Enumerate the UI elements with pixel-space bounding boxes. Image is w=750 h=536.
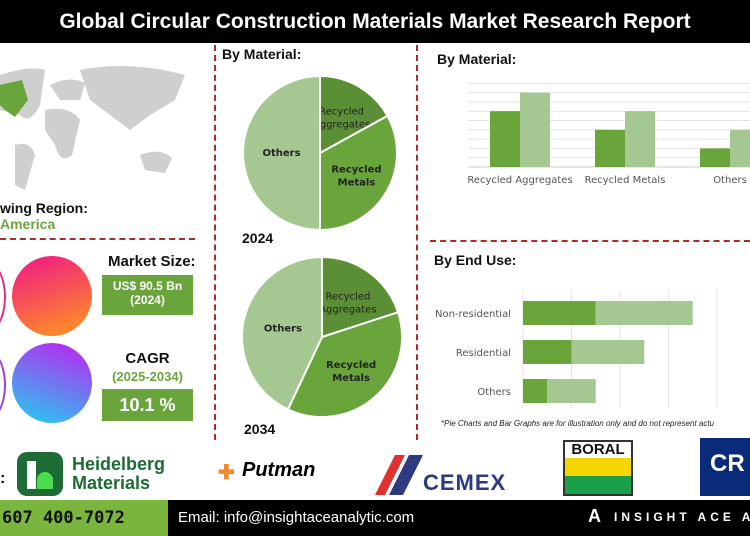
cemex-stripes-icon (375, 455, 423, 495)
divider (430, 240, 750, 242)
material-bar-chart: Recycled Aggregates Recycled Metals Others (467, 82, 750, 186)
insightace-logo-icon: A (588, 506, 601, 526)
bar (625, 111, 655, 167)
pie-caption-2024: 2024 (242, 230, 274, 246)
bar (520, 92, 550, 167)
decor-circle (0, 262, 6, 332)
cagr-value: 10.1 % (102, 389, 193, 421)
pie-caption-2034: 2034 (244, 421, 276, 437)
cagr-period: (2025-2034) (112, 369, 183, 384)
market-size-value: US$ 90.5 Bn (112, 279, 183, 293)
bar (523, 301, 596, 325)
bar (595, 129, 625, 167)
pie-slice (319, 114, 398, 232)
market-size-icon (12, 256, 92, 336)
bar-title: By Material: (437, 51, 517, 67)
divider (416, 45, 418, 440)
bar (523, 340, 572, 364)
pie-slice (242, 74, 321, 232)
x-tick-label: Others (713, 175, 747, 186)
pie-slice (286, 311, 403, 418)
phone-number[interactable]: 607 400-7072 (0, 500, 168, 536)
market-size-label: Market Size: (108, 253, 196, 270)
divider (0, 238, 195, 240)
report-title: Global Circular Construction Materials M… (0, 0, 750, 43)
disclaimer-note: *Pie Charts and Bar Graphs are for illus… (441, 419, 715, 428)
cagr-icon (12, 343, 92, 423)
region-label: wing Region: (0, 200, 88, 216)
x-tick-label: Recycled Metals (585, 175, 666, 186)
enduse-title: By End Use: (434, 252, 517, 268)
pie-label: Recycled Aggregates (319, 291, 376, 315)
pie-slice (241, 255, 323, 411)
divider (214, 45, 216, 440)
boral-text: BORAL (565, 442, 631, 458)
decor-circle (0, 350, 6, 420)
pie-label: Recycled Metals (326, 360, 376, 384)
pie-title: By Material: (222, 46, 302, 62)
bar (730, 129, 750, 167)
pie-label: Others (264, 323, 302, 334)
boral-logo: BORAL (563, 440, 633, 496)
market-size-box: US$ 90.5 Bn (2024) (102, 275, 193, 315)
logos-separator: : (0, 470, 6, 487)
pie-slice (321, 255, 400, 339)
heidelberg-logo: Heidelberg Materials (72, 455, 165, 493)
putman-icon: ✚ (218, 462, 235, 484)
cagr-label: CAGR (125, 350, 170, 367)
heidelberg-logo-icon (17, 452, 63, 496)
enduse-bar-chart: Non-residential Residential Others (435, 290, 718, 408)
email-link[interactable]: Email: info@insightaceanalytic.com (178, 509, 415, 526)
bar (547, 379, 596, 403)
footer-bar: Email: info@insightaceanalytic.com A INS… (168, 500, 750, 536)
market-size-year: (2024) (130, 293, 165, 307)
materials-text: Materials (72, 473, 151, 493)
putman-logo: Putman (242, 459, 316, 481)
insightace-brand: INSIGHT ACE A (614, 510, 750, 524)
bar (490, 111, 520, 167)
x-tick-label: Recycled Aggregates (467, 175, 572, 186)
y-tick-label: Residential (456, 348, 511, 359)
heidelberg-text: Heidelberg (72, 454, 166, 474)
bar (595, 301, 693, 325)
cemex-logo: CEMEX (423, 470, 507, 495)
pie-label: Recycled Aggregates (313, 107, 370, 131)
pie-label: Others (262, 148, 300, 159)
world-map (0, 66, 185, 190)
region-value: America (0, 216, 56, 232)
bar (700, 148, 730, 167)
pie-slice (319, 74, 389, 155)
bar (571, 340, 645, 364)
bar (523, 379, 548, 403)
pie-label: Recycled Metals (331, 165, 381, 189)
y-tick-label: Non-residential (435, 309, 511, 320)
y-tick-label: Others (477, 387, 511, 398)
cr-logo: CR (700, 438, 750, 496)
pie-charts: Recycled Aggregates Recycled Metals Others Re… (241, 74, 403, 418)
